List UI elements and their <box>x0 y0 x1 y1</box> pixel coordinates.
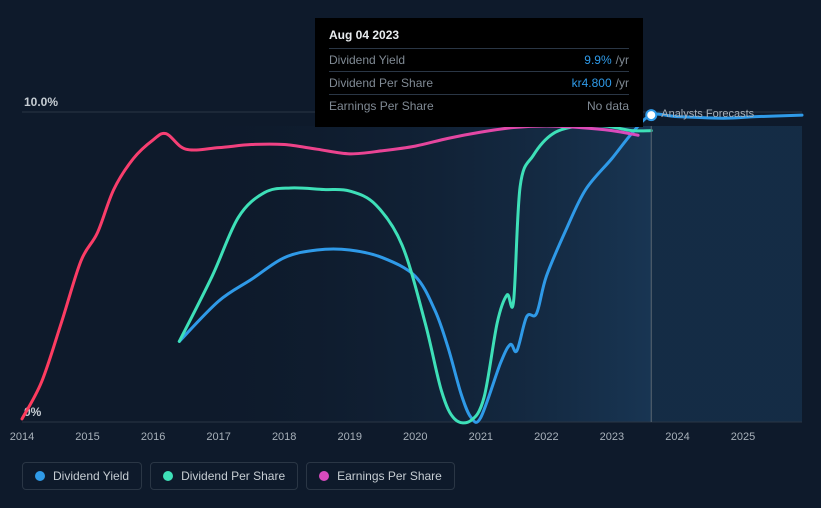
x-tick-label: 2021 <box>469 431 493 443</box>
tooltip-value-highlight: 9.9% <box>584 53 611 67</box>
tooltip-row: Dividend Yield 9.9%/yr <box>329 49 629 72</box>
chart-tooltip: Aug 04 2023 Dividend Yield9.9%/yrDividen… <box>315 18 643 127</box>
legend-item-dividend-yield[interactable]: Dividend Yield <box>22 462 142 490</box>
tooltip-row-value: 9.9%/yr <box>584 53 629 67</box>
x-tick-label: 2015 <box>75 431 99 443</box>
x-tick-label: 2016 <box>141 431 165 443</box>
chart-legend: Dividend Yield Dividend Per Share Earnings… <box>22 462 455 490</box>
tooltip-row: Dividend Per Share kr4.800/yr <box>329 72 629 95</box>
tooltip-date: Aug 04 2023 <box>329 28 629 49</box>
tooltip-value-highlight: kr4.800 <box>572 76 612 90</box>
x-tick-label: 2018 <box>272 431 296 443</box>
legend-dot-icon <box>163 471 173 481</box>
x-tick-label: 2024 <box>665 431 689 443</box>
tooltip-row: Earnings Per Share No data <box>329 95 629 117</box>
now-marker <box>646 110 656 120</box>
x-tick-label: 2025 <box>731 431 755 443</box>
x-tick-label: 2014 <box>10 431 34 443</box>
legend-label: Dividend Per Share <box>181 469 285 483</box>
tooltip-row-label: Earnings Per Share <box>329 99 434 113</box>
history-shade <box>179 126 651 422</box>
forecast-shade <box>651 126 802 422</box>
legend-item-earnings-per-share[interactable]: Earnings Per Share <box>306 462 455 490</box>
y-tick-label: 10.0% <box>24 95 58 109</box>
x-tick-label: 2019 <box>337 431 361 443</box>
legend-label: Earnings Per Share <box>337 469 442 483</box>
x-tick-label: 2020 <box>403 431 427 443</box>
x-tick-label: 2023 <box>600 431 624 443</box>
tooltip-row-label: Dividend Yield <box>329 53 405 67</box>
tooltip-row-value: kr4.800/yr <box>572 76 629 90</box>
tooltip-row-label: Dividend Per Share <box>329 76 433 90</box>
legend-dot-icon <box>319 471 329 481</box>
x-tick-label: 2017 <box>206 431 230 443</box>
x-tick-label: 2022 <box>534 431 558 443</box>
tooltip-row-value: No data <box>587 99 629 113</box>
legend-label: Dividend Yield <box>53 469 129 483</box>
legend-item-dividend-per-share[interactable]: Dividend Per Share <box>150 462 298 490</box>
legend-dot-icon <box>35 471 45 481</box>
